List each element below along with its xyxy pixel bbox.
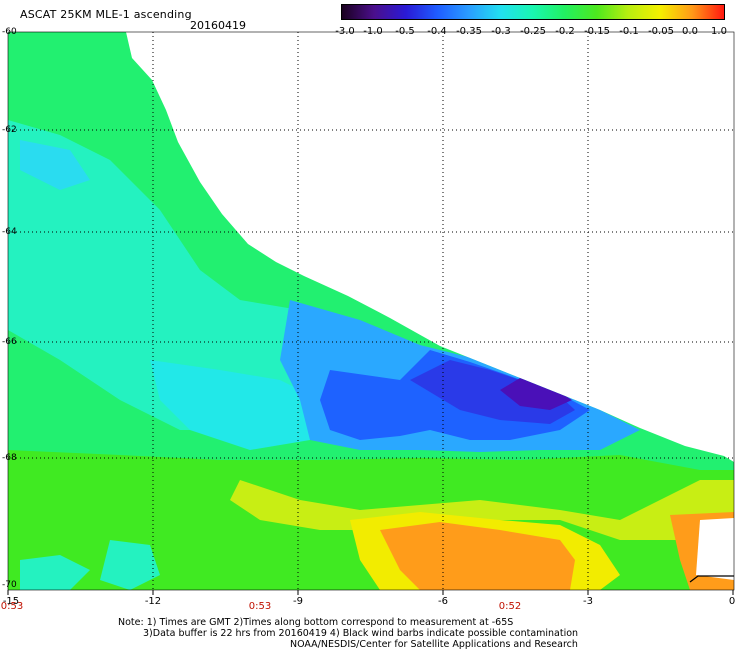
field-violet [500,378,572,410]
colorbar-segment [469,5,502,19]
field-cyan-south [100,540,160,590]
lon-label: 0 [728,596,736,607]
colorbar-label: -0.2 [555,26,575,37]
colorbar-label: -0.35 [456,26,482,37]
colorbar-label: -0.1 [619,26,639,37]
axis-ticks [7,590,734,595]
colorbar-label: -0.5 [395,26,415,37]
colorbar-label: -0.05 [648,26,674,37]
field-cyan-south [20,555,90,590]
note-line: NOAA/NESDIS/Center for Satellite Applica… [290,639,578,650]
field-cyan-patch [150,360,320,450]
colorbar-label: -1.0 [363,26,383,37]
field-cyan-patch [20,140,90,190]
lat-label: -60 [2,27,17,37]
colorbar-segment [405,5,438,19]
coastline [689,575,734,583]
map-frame [7,31,735,591]
lon-label: -15 [2,596,20,607]
field-deep-blue [410,360,575,424]
colorbar-label: -3.0 [335,26,355,37]
color-scale-bar [341,4,725,20]
colorbar-segment [532,5,565,19]
colorbar-label: -0.3 [491,26,511,37]
note-line: 3)Data buffer is 22 hrs from 20160419 4)… [143,628,579,639]
colorbar-segment [596,5,629,19]
colorbar-label: 0.0 [682,26,698,37]
lon-label: -9 [293,596,303,607]
land-area [696,518,734,580]
lat-label: -62 [2,125,17,135]
time-label: 0:53 [248,601,272,612]
colorbar-segment [628,5,661,19]
colorbar-segment [501,5,533,19]
colorbar-segment [342,5,374,19]
product-title: ASCAT 25KM MLE-1 ascending [20,8,192,21]
lon-label: -12 [144,596,162,607]
time-label: 0:53 [0,601,24,612]
product-date: 20160419 [190,19,246,32]
colorbar-segment [692,5,724,19]
field-orange [380,522,575,590]
colorbar-label: -0.4 [427,26,447,37]
lat-label: -66 [2,337,17,347]
colorbar-segment [660,5,693,19]
lat-label: -68 [2,453,17,463]
colorbar-segment [564,5,597,19]
lat-label: -70 [2,580,17,590]
graticule [8,32,734,590]
note-line: Note: 1) Times are GMT 2)Times along bot… [118,617,514,628]
lat-label: -64 [2,227,17,237]
time-label: 0:52 [498,601,522,612]
lon-label: -6 [438,596,448,607]
colorbar-label: -0.15 [584,26,610,37]
lon-label: -3 [583,596,593,607]
colorbar-segment [373,5,406,19]
colorbar-segment [437,5,470,19]
swath-field [8,32,734,590]
colorbar-label: 1.0 [711,26,727,37]
colorbar-label: -0.25 [520,26,546,37]
